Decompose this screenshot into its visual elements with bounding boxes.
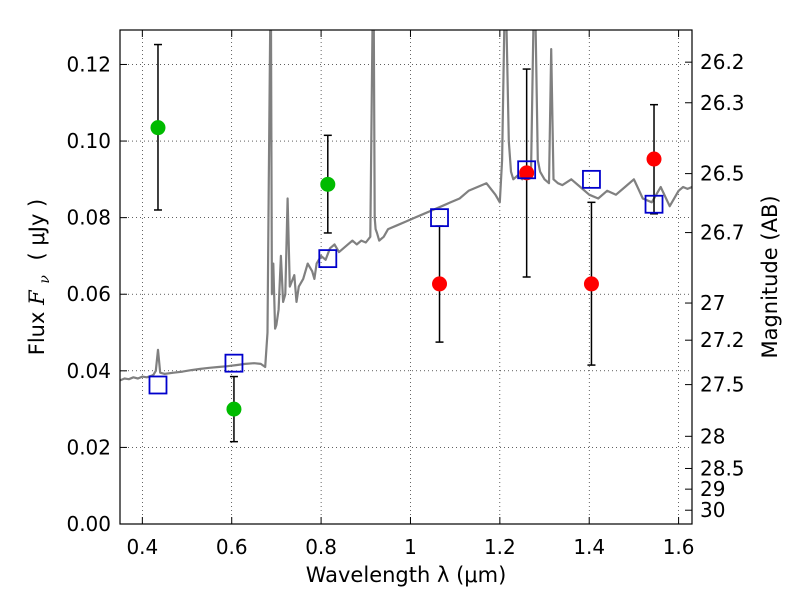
- y-tick-label: 0.00: [66, 512, 111, 536]
- x-tick-label: 0.4: [126, 535, 158, 559]
- x-tick-label: 1: [404, 535, 417, 559]
- grid-lines: [120, 30, 692, 525]
- y2-tick-label: 27: [700, 291, 725, 315]
- y-axis-label-symbol: F: [25, 289, 49, 306]
- y-axis-label: Flux F ν ( μJy ): [25, 199, 54, 356]
- plot-frame: [119, 29, 693, 525]
- x-tick-label: 1.6: [663, 535, 695, 559]
- y-tick-label: 0.02: [66, 435, 111, 459]
- data-point-square: [318, 249, 338, 269]
- y2-tick-label: 30: [700, 498, 725, 522]
- y2-tick-label: 26.7: [700, 221, 745, 245]
- x-tick-label: 0.6: [216, 535, 248, 559]
- y2-tick-label: 28: [700, 424, 725, 448]
- y-axis-label-prefix: Flux: [25, 305, 49, 355]
- y2-tick-label: 26.2: [700, 50, 745, 74]
- y-tick-label: 0.10: [66, 129, 111, 153]
- y-tick-label: 0.08: [66, 206, 111, 230]
- data-point-circle: [432, 276, 448, 292]
- y2-tick-label: 27.2: [700, 328, 745, 352]
- data-point-square: [430, 208, 449, 228]
- y2-tick-label: 26.3: [700, 91, 745, 115]
- data-point-square: [517, 160, 537, 180]
- y-axis-label-unit: ( μJy ): [25, 199, 49, 261]
- x-axis-label: Wavelength λ (μm): [306, 563, 507, 587]
- tick-marks: [120, 30, 692, 525]
- y-tick-label: 0.06: [66, 282, 111, 306]
- y2-tick-label: 28.5: [700, 456, 745, 480]
- data-point-square: [224, 353, 244, 373]
- data-point-circle: [150, 120, 166, 136]
- x-tick-label: 1.2: [484, 535, 516, 559]
- data-point-circle: [226, 401, 242, 417]
- data-point-square: [644, 194, 664, 214]
- spectrum-layer: [120, 30, 692, 382]
- data-point-circle: [583, 276, 599, 292]
- y-tick-label: 0.12: [66, 52, 111, 76]
- y-tick-label: 0.04: [66, 359, 111, 383]
- tick-labels: 0.4 0.6 0.8 1 1.2 1.4 1.6 0.00 0.02 0.04 0.06 0.08 0…: [66, 50, 744, 559]
- y2-tick-label: 27.5: [700, 373, 745, 397]
- y2-tick-label: 29: [700, 477, 725, 501]
- data-point-circle: [519, 165, 535, 181]
- marker-layer: [148, 120, 664, 417]
- y-axis-label-subscript: ν: [37, 275, 53, 284]
- y2-tick-label: 26.5: [700, 162, 745, 186]
- x-tick-label: 0.8: [305, 535, 337, 559]
- data-point-circle: [646, 151, 662, 167]
- spectrum-line: [120, 30, 692, 382]
- y2-axis-label: Magnitude (AB): [758, 195, 782, 358]
- x-tick-label: 1.4: [573, 535, 605, 559]
- data-point-circle: [320, 176, 336, 192]
- errorbar-layer: [153, 43, 659, 443]
- data-point-square: [148, 375, 168, 395]
- data-point-square: [582, 169, 601, 189]
